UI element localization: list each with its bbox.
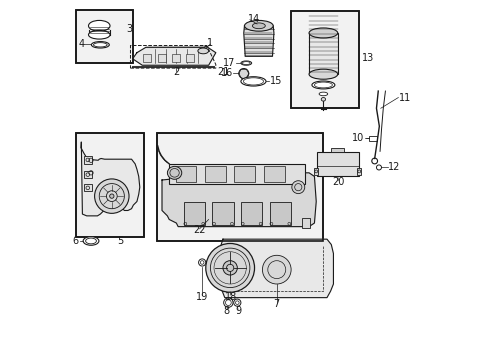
Bar (183, 202, 204, 225)
Circle shape (223, 298, 233, 307)
Ellipse shape (244, 21, 273, 31)
Ellipse shape (308, 69, 337, 79)
Ellipse shape (308, 28, 337, 38)
Bar (212, 202, 233, 225)
Text: 18: 18 (224, 292, 237, 302)
Text: 3: 3 (126, 24, 132, 35)
Circle shape (205, 243, 254, 292)
Text: 19: 19 (196, 292, 208, 302)
Polygon shape (81, 142, 140, 216)
Text: 21: 21 (216, 67, 229, 77)
Bar (143, 54, 151, 62)
Polygon shape (244, 26, 273, 56)
Text: 22: 22 (193, 225, 205, 235)
Bar (290, 12, 359, 108)
Text: 1: 1 (207, 38, 213, 48)
Ellipse shape (198, 48, 208, 54)
Ellipse shape (88, 31, 110, 39)
Bar (204, 166, 225, 182)
Polygon shape (162, 173, 316, 226)
Bar (368, 136, 376, 140)
Ellipse shape (241, 61, 251, 65)
Circle shape (262, 255, 290, 284)
Text: 14: 14 (247, 14, 260, 24)
Ellipse shape (91, 41, 109, 48)
Ellipse shape (321, 98, 325, 101)
Text: 9: 9 (235, 306, 241, 316)
Text: 12: 12 (387, 162, 400, 172)
Bar (264, 166, 284, 182)
Text: 11: 11 (398, 93, 410, 103)
Text: 4: 4 (78, 40, 84, 49)
Bar (234, 166, 255, 182)
Circle shape (233, 299, 241, 306)
Bar (301, 219, 309, 228)
Bar (158, 54, 165, 62)
Bar (314, 168, 317, 175)
Bar (290, 12, 359, 108)
Text: 6: 6 (73, 236, 79, 246)
Ellipse shape (88, 21, 110, 31)
Bar (175, 166, 196, 182)
Text: 2: 2 (173, 67, 179, 77)
Bar (269, 202, 290, 225)
Bar (76, 10, 133, 63)
Ellipse shape (238, 68, 248, 78)
Bar (76, 134, 144, 237)
Ellipse shape (252, 23, 265, 29)
Text: 13: 13 (362, 53, 374, 63)
Bar (83, 184, 92, 192)
Bar (316, 152, 358, 176)
Bar (186, 54, 194, 62)
Bar (76, 10, 133, 63)
Bar (156, 134, 323, 241)
Text: 10: 10 (352, 134, 364, 143)
Polygon shape (145, 45, 204, 47)
Polygon shape (131, 66, 214, 67)
Text: 17: 17 (223, 58, 235, 68)
Text: 16: 16 (220, 68, 233, 78)
Ellipse shape (319, 92, 327, 96)
Bar (308, 33, 337, 74)
Ellipse shape (311, 81, 334, 89)
Text: 8: 8 (223, 306, 229, 316)
Bar (241, 202, 262, 225)
Ellipse shape (167, 166, 182, 179)
Ellipse shape (83, 237, 99, 245)
Text: 5: 5 (118, 236, 123, 246)
Polygon shape (132, 45, 215, 65)
Bar (169, 164, 305, 184)
Text: 20: 20 (331, 177, 344, 187)
Circle shape (109, 194, 114, 198)
Polygon shape (220, 239, 333, 298)
Bar (357, 168, 360, 175)
Circle shape (198, 259, 205, 266)
Circle shape (94, 179, 129, 213)
Circle shape (223, 261, 237, 275)
Bar (76, 134, 144, 237)
Bar (83, 171, 92, 178)
Bar (330, 148, 343, 152)
Ellipse shape (241, 77, 265, 86)
Text: 7: 7 (273, 299, 279, 309)
Bar (83, 156, 92, 164)
Bar (156, 134, 323, 241)
Bar (172, 54, 180, 62)
Circle shape (291, 181, 304, 194)
Text: 15: 15 (269, 76, 282, 86)
